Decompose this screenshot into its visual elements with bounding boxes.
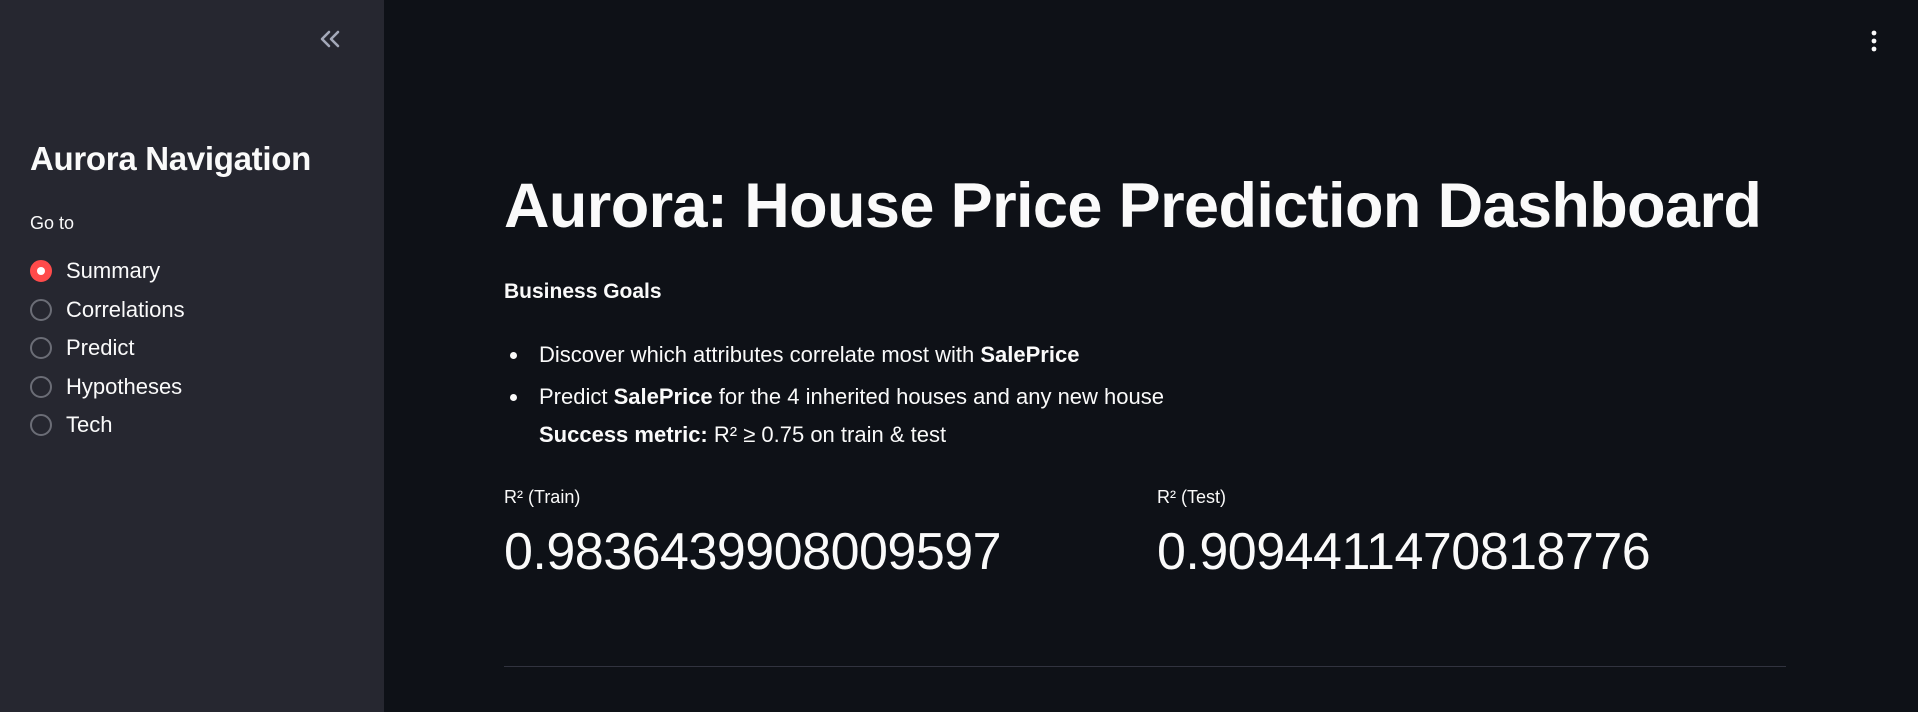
main-content: Aurora: House Price Prediction Dashboard… xyxy=(384,0,1918,712)
page-title: Aurora: House Price Prediction Dashboard xyxy=(504,171,1762,241)
radio-option-correlations[interactable]: Correlations xyxy=(30,291,185,330)
radio-option-hypotheses[interactable]: Hypotheses xyxy=(30,368,185,407)
radio-option-label: Predict xyxy=(66,335,135,361)
metric-value: 0.9094411470818776 xyxy=(1157,523,1651,581)
sidebar-title: Aurora Navigation xyxy=(30,140,311,177)
collapse-sidebar-button[interactable] xyxy=(313,24,347,58)
goal-text: Discover which attributes correlate most… xyxy=(539,342,981,367)
metric-train: R² (Train) 0.9836439908009597 xyxy=(504,487,1002,582)
radio-option-label: Summary xyxy=(66,258,161,284)
navigation-radio-group: Summary Correlations Predict Hypotheses … xyxy=(30,252,185,445)
radio-option-label: Hypotheses xyxy=(66,373,183,399)
goal-emphasis: SalePrice xyxy=(980,342,1080,367)
radio-option-label: Tech xyxy=(66,412,113,438)
success-metric-text: R² ≥ 0.75 on train & test xyxy=(707,422,947,447)
divider xyxy=(504,666,1786,667)
radio-option-label: Correlations xyxy=(66,296,185,322)
radio-selected-indicator[interactable] xyxy=(30,260,52,283)
list-item: Predict SalePrice for the 4 inherited ho… xyxy=(504,382,1164,450)
vertical-ellipsis-icon xyxy=(1871,30,1877,57)
metric-label: R² (Train) xyxy=(504,487,581,507)
radio-option-summary[interactable]: Summary xyxy=(30,252,185,291)
chevron-double-left-icon xyxy=(319,30,341,53)
goal-text-end: for the 4 inherited houses and any new h… xyxy=(712,384,1164,409)
metric-value: 0.9836439908009597 xyxy=(504,523,1002,581)
metric-test: R² (Test) 0.9094411470818776 xyxy=(1157,487,1651,582)
success-metric-label: Success metric: xyxy=(539,422,708,447)
radio-indicator[interactable] xyxy=(30,375,52,398)
radio-indicator[interactable] xyxy=(30,298,52,321)
radio-option-tech[interactable]: Tech xyxy=(30,406,185,445)
metric-label: R² (Test) xyxy=(1157,487,1226,507)
radio-indicator[interactable] xyxy=(30,337,52,360)
list-item: Discover which attributes correlate most… xyxy=(504,340,1164,370)
success-metric-line: Success metric: R² ≥ 0.75 on train & tes… xyxy=(539,420,1164,450)
section-heading: Business Goals xyxy=(504,280,662,303)
sidebar: Aurora Navigation Go to Summary Correlat… xyxy=(0,0,384,712)
goal-text: Predict xyxy=(539,384,614,409)
business-goals-list: Discover which attributes correlate most… xyxy=(504,340,1164,462)
radio-option-predict[interactable]: Predict xyxy=(30,329,185,368)
radio-group-label: Go to xyxy=(30,213,75,233)
radio-indicator[interactable] xyxy=(30,414,52,437)
main-menu-button[interactable] xyxy=(1862,26,1886,60)
goal-emphasis: SalePrice xyxy=(613,384,713,409)
